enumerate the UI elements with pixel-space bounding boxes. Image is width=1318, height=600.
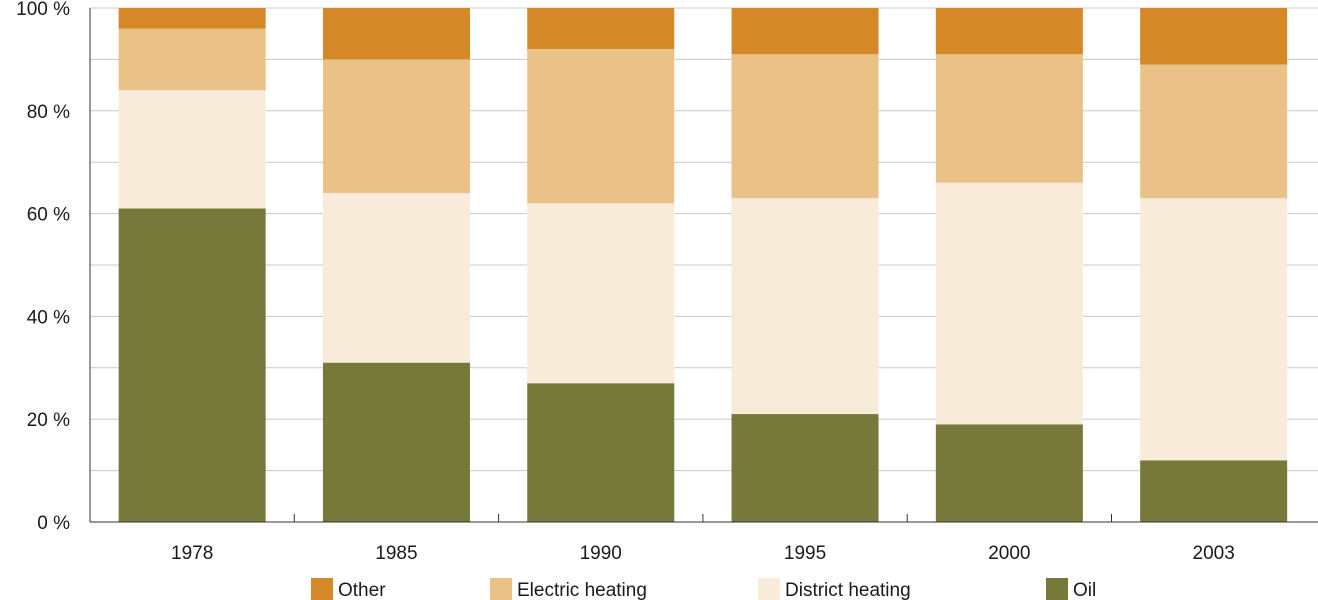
legend-item-other: Other (311, 578, 386, 600)
bar-1978-other (118, 8, 266, 29)
y-tick-label: 80 % (27, 102, 70, 123)
x-tick-label: 2000 (988, 543, 1030, 564)
bar-2003-oil (1140, 460, 1288, 522)
legend-item-oil: Oil (1046, 578, 1096, 600)
bar-1978-electric-heating (118, 28, 266, 91)
bar-1995-district-heating (731, 198, 879, 415)
legend-label: Other (338, 580, 386, 600)
bar-1990-oil (527, 383, 675, 522)
y-tick-label: 40 % (27, 307, 70, 328)
legend: Other Electric heating District heating Oil (311, 578, 1096, 600)
bar-1985-district-heating (322, 193, 470, 363)
bar-1978-district-heating (118, 90, 266, 209)
bar-1990-district-heating (527, 203, 675, 384)
legend-swatch (758, 578, 780, 600)
y-tick-label: 0 % (37, 513, 70, 534)
bar-2000-other (935, 8, 1083, 55)
bar-2000-oil (935, 424, 1083, 522)
bar-1978-oil (118, 208, 266, 522)
gridlines (90, 7, 1318, 472)
legend-label: District heating (785, 580, 911, 600)
bar-1985-oil (322, 362, 470, 522)
tick-labels: 0 % 20 % 40 % 60 % 80 % 100 % 1978 1985 1990 1995… (16, 0, 1235, 564)
bar-1995-electric-heating (731, 54, 879, 199)
y-tick-label: 20 % (27, 410, 70, 431)
axes (89, 8, 1318, 523)
x-tick-label: 2003 (1193, 543, 1235, 564)
bar-1995-other (731, 8, 879, 55)
bar-1990-electric-heating (527, 49, 675, 204)
x-tick-label: 1995 (784, 543, 826, 564)
bar-2000-electric-heating (935, 54, 1083, 183)
legend-label: Oil (1073, 580, 1096, 600)
legend-label: Electric heating (517, 580, 647, 600)
x-tick-label: 1978 (171, 543, 213, 564)
bar-1990-other (527, 8, 675, 50)
y-tick-label: 100 % (16, 0, 70, 20)
legend-item-electric-heating: Electric heating (490, 578, 647, 600)
legend-item-district-heating: District heating (758, 578, 911, 600)
bar-1985-other (322, 8, 470, 60)
bar-1995-oil (731, 414, 879, 522)
bar-2003-electric-heating (1140, 64, 1288, 199)
legend-swatch (490, 578, 512, 600)
bars (118, 8, 1288, 522)
legend-swatch (311, 578, 333, 600)
bar-2003-other (1140, 8, 1288, 65)
bar-2000-district-heating (935, 182, 1083, 425)
bar-2003-district-heating (1140, 198, 1288, 461)
bar-1985-electric-heating (322, 59, 470, 194)
x-tick-label: 1990 (580, 543, 622, 564)
x-tick-label: 1985 (375, 543, 417, 564)
legend-swatch (1046, 578, 1068, 600)
y-tick-label: 60 % (27, 205, 70, 226)
